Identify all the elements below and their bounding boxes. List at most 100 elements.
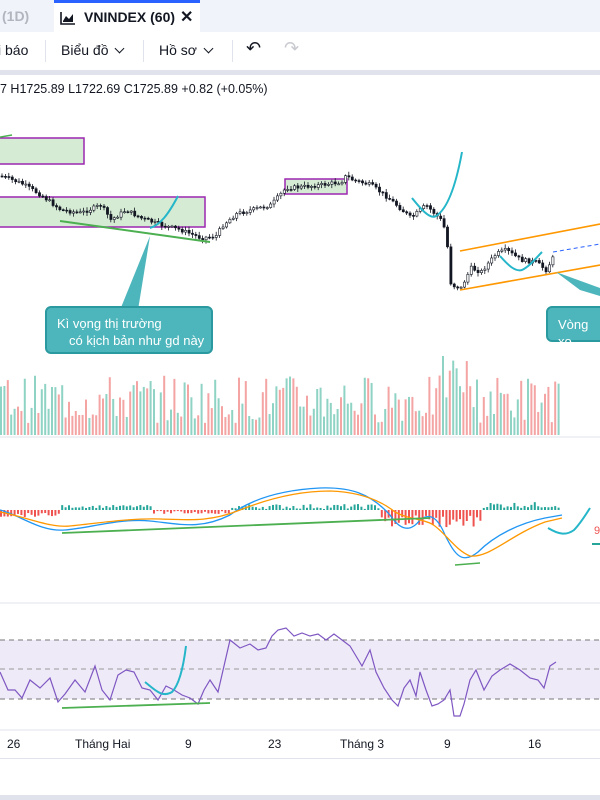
green-mark[interactable] [0, 134, 13, 138]
macd-divergence-line[interactable] [61, 517, 431, 534]
candle-body [524, 258, 528, 262]
toolbar: i báo Biểu đồ Hồ sơ ↶ ↷ [0, 32, 600, 71]
candle-body [75, 211, 79, 214]
volume-bar [241, 403, 244, 435]
volume-bar [37, 412, 40, 435]
resistance-zone-top[interactable] [0, 137, 85, 165]
volume-bar [306, 395, 308, 435]
volume-bar [285, 378, 288, 435]
macd-histogram-bar [537, 506, 540, 510]
volume-bar [149, 381, 152, 435]
candle-body [238, 211, 242, 214]
candle-body [225, 222, 228, 228]
candle-body [384, 192, 388, 199]
candle-body [235, 213, 239, 219]
volume-bar [401, 420, 404, 435]
projection-curve[interactable] [149, 195, 179, 229]
support-trendline[interactable] [59, 220, 211, 243]
macd-histogram-bar [0, 510, 2, 517]
macd-histogram-bar [132, 507, 135, 510]
macd-histogram-bar [506, 506, 509, 510]
undo-icon[interactable]: ↶ [246, 38, 262, 58]
macd-histogram-bar [418, 510, 421, 525]
volume-bar [244, 381, 247, 435]
volume-bar [397, 399, 400, 435]
chart-menu-button[interactable]: Biểu đồ [61, 42, 125, 58]
x-axis-label: 9 [185, 737, 192, 751]
redo-icon[interactable]: ↷ [284, 38, 300, 58]
volume-bar [547, 386, 550, 435]
volume-bar [27, 422, 30, 435]
macd-histogram-bar [221, 510, 223, 512]
volume-bar [238, 377, 240, 435]
volume-bar [302, 406, 305, 435]
volume-bar [139, 391, 142, 435]
x-axis-label: 16 [528, 737, 542, 751]
macd-histogram-bar [44, 510, 47, 514]
candle-body [24, 183, 28, 186]
macd-histogram-bar [333, 504, 336, 510]
candle-body [337, 183, 341, 186]
macd-histogram-bar [47, 510, 50, 516]
rsi-line[interactable] [0, 627, 557, 717]
callout-round[interactable]: Vòng xo [546, 306, 600, 349]
macd-histogram-bar [516, 506, 519, 510]
volume-bar [170, 409, 172, 435]
candle-body [211, 236, 215, 239]
volume-bar [421, 416, 424, 435]
macd-line[interactable] [0, 487, 563, 559]
channel-lower[interactable] [459, 264, 600, 291]
signal-line[interactable] [0, 490, 563, 557]
macd-low-line[interactable] [454, 562, 481, 566]
projection-curve-macd[interactable] [547, 507, 591, 535]
candle-body [31, 186, 35, 190]
candle-body [44, 196, 48, 201]
volume-bar [387, 386, 390, 435]
macd-histogram-bar [217, 510, 220, 514]
macd-histogram-bar [404, 510, 407, 525]
macd-histogram-bar [146, 505, 149, 510]
macd-histogram-bar [258, 508, 261, 510]
projection-dashed[interactable] [552, 243, 600, 253]
macd-histogram-bar [187, 510, 189, 514]
macd-histogram-bar [499, 504, 502, 510]
macd-histogram-bar [265, 508, 268, 510]
x-axis-label: 9 [444, 737, 451, 751]
candle-body [507, 248, 511, 252]
tab-vnindex[interactable]: VNINDEX (60) ✕ [54, 0, 200, 32]
volume-bar [261, 392, 264, 435]
alert-button[interactable]: i báo [0, 42, 29, 58]
candle-body [388, 198, 392, 200]
callout-expectation[interactable]: Kì vọng thị trường có kịch bản như gd nà… [45, 306, 213, 354]
macd-histogram-bar [272, 504, 274, 510]
macd-histogram-bar [309, 504, 312, 510]
volume-bar [459, 386, 461, 435]
macd-histogram-bar [401, 510, 404, 518]
macd-histogram-bar [231, 507, 234, 510]
volume-bars [0, 355, 560, 435]
projection-curve[interactable] [499, 251, 543, 272]
tab-previous[interactable]: (1D) [2, 8, 30, 24]
volume-bar [23, 378, 26, 435]
rsi-divergence-line[interactable] [61, 702, 211, 709]
projection-curve-rsi[interactable] [144, 645, 187, 696]
projection-curve[interactable] [411, 151, 463, 218]
volume-bar [98, 394, 101, 435]
profile-menu-button[interactable]: Hồ sơ [159, 42, 214, 58]
candle-body [262, 206, 266, 209]
channel-upper[interactable] [459, 223, 600, 252]
candle-body [483, 268, 487, 271]
close-icon[interactable]: ✕ [180, 9, 194, 26]
volume-bar [74, 410, 77, 435]
volume-bar [554, 381, 557, 435]
candle-body [299, 185, 303, 189]
volume-bar [105, 394, 108, 435]
volume-bar [309, 415, 312, 435]
macd-histogram-bar [394, 510, 397, 524]
candle-body [10, 176, 14, 180]
macd-histogram-bar [81, 506, 84, 510]
candle-body [119, 211, 123, 218]
macd-histogram-bar [238, 506, 240, 510]
volume-bar [448, 370, 451, 435]
